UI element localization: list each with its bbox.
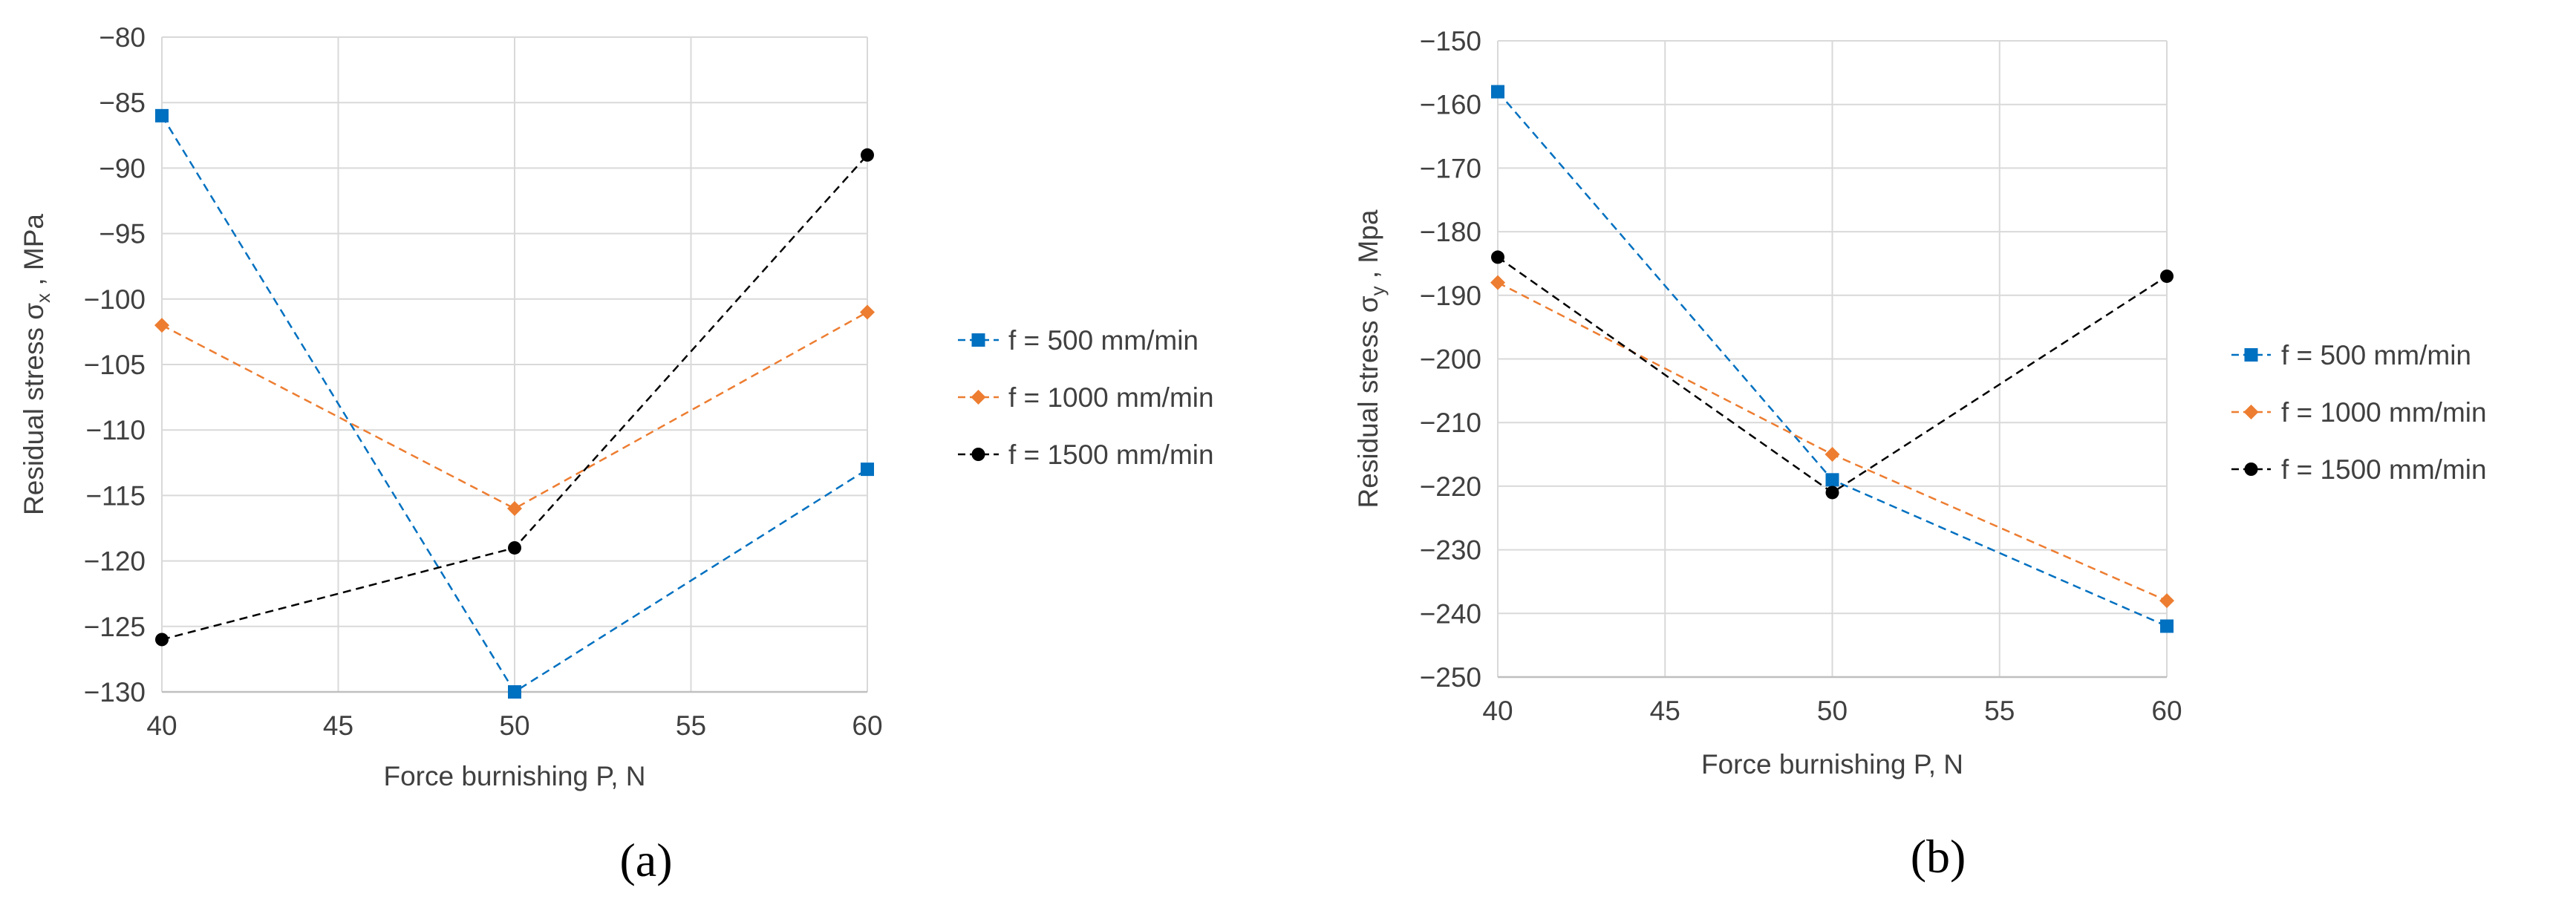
x-tick-label: 40 [146,710,177,741]
y-tick-label: −220 [1420,471,1481,502]
series-1-point [1491,85,1504,99]
legend-label: f = 1000 mm/min [2281,397,2487,428]
x-tick-label: 50 [1817,696,1848,726]
legend-marker [2243,405,2259,419]
y-tick-label: −80 [99,22,146,53]
series-3-point [1491,250,1504,264]
legend-label: f = 500 mm/min [1008,325,1199,356]
series-2-point [2159,593,2174,609]
series-1-point [861,463,874,477]
y-tick-label: −105 [84,350,146,380]
x-tick-label: 60 [2151,696,2182,726]
legend-label: f = 500 mm/min [2281,340,2471,370]
y-tick-label: −150 [1420,26,1481,56]
y-tick-label: −125 [84,612,146,642]
x-tick-label: 55 [676,710,706,741]
x-tick-label: 45 [323,710,353,741]
legend-label: f = 1500 mm/min [2281,454,2487,485]
series-3-point [2160,269,2174,284]
y-axis-label-main: Residual stress σ [1353,295,1383,508]
panel-label: (a) [619,834,672,886]
y-tick-label: −250 [1420,662,1481,693]
series-3-point [1825,486,1839,500]
series-3-point [155,633,169,647]
y-axis-label: Residual stress σx , MPa [19,214,54,515]
x-tick-label: 60 [852,710,882,741]
series-1-point [2160,619,2174,633]
y-axis-label-unit: , Mpa [1353,209,1383,286]
y-axis-label-subscript: x [32,293,54,303]
x-tick-label: 40 [1482,696,1513,726]
series-3-point [508,540,521,555]
y-axis-label-unit: , MPa [19,214,49,293]
series-2-point [860,304,875,320]
y-tick-label: −95 [99,219,146,249]
y-tick-label: −170 [1420,153,1481,183]
series-2-point [1825,447,1840,463]
y-tick-label: −190 [1420,281,1481,311]
x-axis-label: Force burnishing P, N [383,761,645,791]
legend-marker [971,333,985,347]
y-tick-label: −85 [99,88,146,118]
x-tick-label: 50 [499,710,529,741]
legend-marker [2244,463,2258,476]
series-1-point [1825,473,1839,487]
y-axis-label: Residual stress σy , Mpa [1353,209,1389,508]
y-tick-label: −200 [1420,344,1481,375]
y-tick-label: −240 [1420,598,1481,629]
x-axis-label: Force burnishing P, N [1701,749,1963,780]
x-tick-label: 45 [1650,696,1680,726]
y-tick-label: −210 [1420,408,1481,438]
y-tick-label: −230 [1420,535,1481,566]
panel-label: (b) [1911,830,1966,883]
series-2-point [1490,275,1505,290]
series-2-point [154,318,169,333]
y-tick-label: −100 [84,284,146,315]
y-tick-label: −90 [99,153,146,183]
series-2-point [507,501,522,517]
y-tick-label: −115 [85,480,146,511]
y-tick-label: −160 [1420,90,1481,120]
y-tick-label: −110 [85,415,146,445]
legend-label: f = 1500 mm/min [1008,439,1214,470]
series-3-point [861,148,874,162]
series-1-point [155,108,169,122]
y-axis-label-main: Residual stress σ [19,303,49,515]
chart-b: 40 45 50 55 60 −250 −240 −230 −220 −210 −200 −190 −1… [1353,26,2487,883]
legend-label: f = 1000 mm/min [1008,382,1214,413]
legend-marker [2244,348,2258,362]
chart-a: 40 45 50 55 60 −130 −125 −120 −115 −110 −105 −100 −9… [19,22,1214,886]
y-tick-label: −130 [84,677,146,707]
y-axis-label-subscript: y [1366,286,1389,295]
x-tick-label: 55 [1984,696,2015,726]
series-1-point [508,685,521,699]
y-tick-label: −180 [1420,217,1481,247]
legend-marker [971,390,986,405]
legend-marker [971,448,985,461]
y-tick-label: −120 [84,546,146,577]
